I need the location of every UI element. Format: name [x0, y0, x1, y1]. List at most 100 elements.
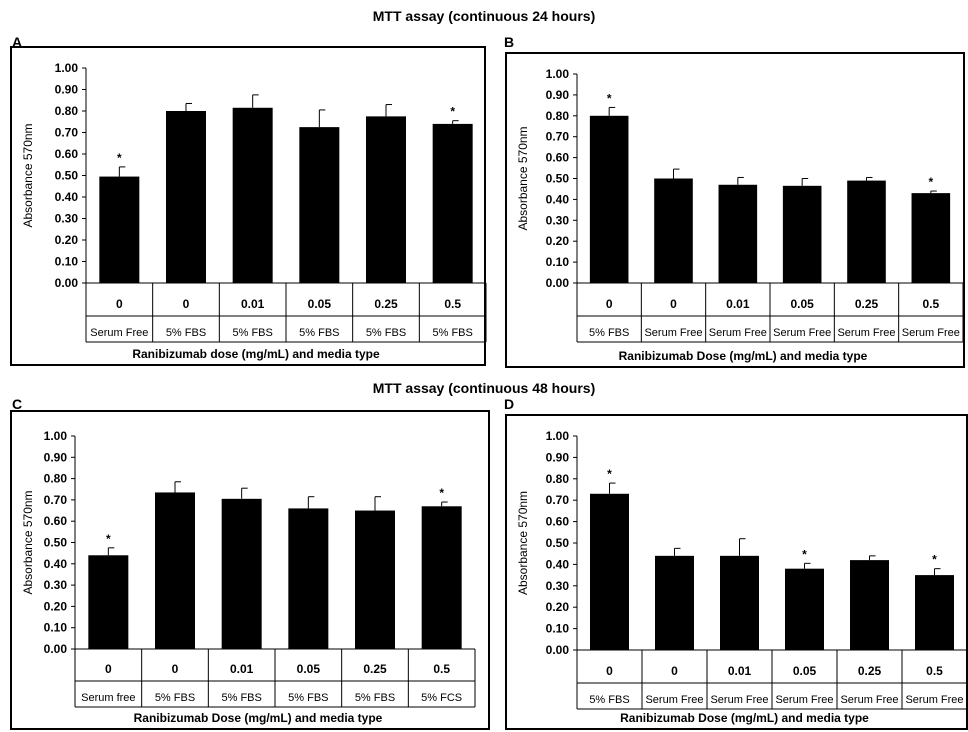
- y-tick-label: 0.70: [546, 130, 570, 144]
- category-media-label: 5% FBS: [366, 327, 406, 339]
- panel-letter-c: C: [12, 396, 23, 412]
- y-tick-label: 0.80: [55, 104, 79, 118]
- category-media-label: Serum Free: [775, 694, 833, 706]
- bar: [655, 555, 694, 650]
- y-tick-label: 0.80: [546, 472, 570, 486]
- bar: [355, 510, 395, 649]
- bar: [589, 115, 629, 283]
- x-axis-label: Ranibizumab dose (mg/mL) and media type: [132, 347, 380, 361]
- significance-marker: *: [607, 91, 612, 105]
- category-media-label: Serum free: [81, 692, 135, 704]
- y-tick-label: 0.20: [546, 600, 570, 614]
- y-tick-label: 0.20: [55, 233, 79, 247]
- significance-marker: *: [106, 532, 111, 546]
- category-media-label: Serum Free: [837, 327, 895, 339]
- category-dose-label: 0.01: [726, 297, 750, 311]
- bar: [88, 555, 129, 649]
- y-tick-label: 0.60: [546, 151, 570, 165]
- category-dose-label: 0.05: [297, 662, 321, 676]
- chart-panel-d: 0.00 0.10 0.20 0.30 0.40 0.50 0.60 0.70 0.80 0.90…: [505, 414, 968, 730]
- y-tick-label: 0.00: [546, 643, 570, 657]
- significance-marker: *: [450, 105, 455, 119]
- y-tick-label: 0.10: [546, 622, 570, 636]
- section-title-24h: MTT assay (continuous 24 hours): [372, 8, 596, 24]
- significance-marker: *: [802, 547, 807, 561]
- y-tick-label: 0.10: [44, 621, 68, 635]
- significance-marker: *: [439, 486, 444, 500]
- y-tick-label: 0.50: [546, 172, 570, 186]
- section-title-48h: MTT assay (continuous 48 hours): [372, 380, 596, 396]
- y-tick-label: 0.00: [546, 276, 570, 290]
- category-dose-label: 0: [183, 297, 190, 311]
- category-dose-label: 0.05: [793, 664, 817, 678]
- y-tick-label: 0.50: [55, 169, 79, 183]
- panel-letter-b: B: [504, 34, 515, 50]
- bar: [166, 111, 206, 283]
- bar: [421, 506, 462, 649]
- category-media-label: 5% FBS: [432, 327, 472, 339]
- y-axis-label: Absorbance 570nm: [21, 490, 35, 594]
- y-tick-label: 0.60: [44, 514, 68, 528]
- y-axis-label: Absorbance 570nm: [516, 126, 530, 230]
- category-media-label: Serum Free: [710, 694, 768, 706]
- category-media-label: 5% FBS: [299, 327, 339, 339]
- category-dose-label: 0: [172, 662, 179, 676]
- significance-marker: *: [607, 467, 612, 481]
- y-tick-label: 0.70: [55, 126, 79, 140]
- category-dose-label: 0.01: [728, 664, 752, 678]
- category-dose-label: 0.25: [855, 297, 879, 311]
- y-tick-label: 0.50: [44, 536, 68, 550]
- category-dose-label: 0.25: [858, 664, 882, 678]
- category-dose-label: 0: [606, 297, 613, 311]
- category-dose-label: 0.01: [241, 297, 265, 311]
- y-tick-label: 1.00: [546, 67, 570, 81]
- category-dose-label: 0.01: [230, 662, 254, 676]
- category-dose-label: 0.5: [444, 297, 461, 311]
- category-media-label: 5% FBS: [166, 327, 206, 339]
- bar: [221, 498, 262, 649]
- bar: [785, 568, 824, 650]
- category-media-label: Serum Free: [644, 327, 702, 339]
- category-media-label: 5% FBS: [155, 692, 195, 704]
- category-media-label: Serum Free: [90, 327, 148, 339]
- category-media-label: Serum Free: [902, 327, 960, 339]
- x-axis-label: Ranibizumab Dose (mg/mL) and media type: [619, 349, 868, 363]
- y-tick-label: 1.00: [44, 429, 68, 443]
- bar: [590, 493, 629, 650]
- y-tick-label: 0.90: [546, 88, 570, 102]
- y-axis-label: Absorbance 570nm: [21, 123, 35, 227]
- category-dose-label: 0.25: [374, 297, 398, 311]
- category-media-label: Serum Free: [773, 327, 831, 339]
- category-media-label: 5% FCS: [421, 692, 462, 704]
- y-tick-label: 0.80: [546, 109, 570, 123]
- bar: [782, 185, 822, 283]
- chart-d: 0.000.100.200.300.400.500.600.700.800.90…: [516, 429, 968, 725]
- category-media-label: 5% FBS: [232, 327, 272, 339]
- chart-a: 0.000.100.200.300.400.500.600.700.800.90…: [21, 61, 487, 361]
- y-tick-label: 0.60: [546, 515, 570, 529]
- y-tick-label: 0.70: [546, 493, 570, 507]
- bar: [915, 575, 954, 650]
- y-tick-label: 0.20: [546, 234, 570, 248]
- chart-panel-b: 0.00 0.10 0.20 0.30 0.40 0.50 0.60 0.70 0.80 0.90…: [505, 52, 965, 368]
- y-tick-label: 0.90: [55, 83, 79, 97]
- y-tick-label: 0.30: [44, 578, 68, 592]
- category-dose-label: 0.5: [926, 664, 943, 678]
- y-tick-label: 0.90: [44, 450, 68, 464]
- x-axis-label: Ranibizumab Dose (mg/mL) and media type: [620, 711, 869, 725]
- category-dose-label: 0.05: [790, 297, 814, 311]
- bar: [288, 508, 329, 649]
- category-media-label: 5% FBS: [221, 692, 261, 704]
- bar: [299, 127, 340, 283]
- y-tick-label: 0.30: [546, 213, 570, 227]
- panel-letter-a: A: [12, 34, 23, 50]
- significance-marker: *: [932, 553, 937, 567]
- y-tick-label: 0.40: [55, 190, 79, 204]
- category-dose-label: 0: [671, 664, 678, 678]
- bar: [911, 193, 951, 283]
- chart-panel-c: 0.00 0.10 0.20 0.30 0.40 0.50 0.60 0.70 0.80 0.90…: [10, 410, 490, 730]
- y-axis-label: Absorbance 570nm: [516, 491, 530, 595]
- category-media-label: 5% FBS: [288, 692, 328, 704]
- x-axis-label: Ranibizumab Dose (mg/mL) and media type: [134, 711, 383, 725]
- y-tick-label: 0.30: [546, 579, 570, 593]
